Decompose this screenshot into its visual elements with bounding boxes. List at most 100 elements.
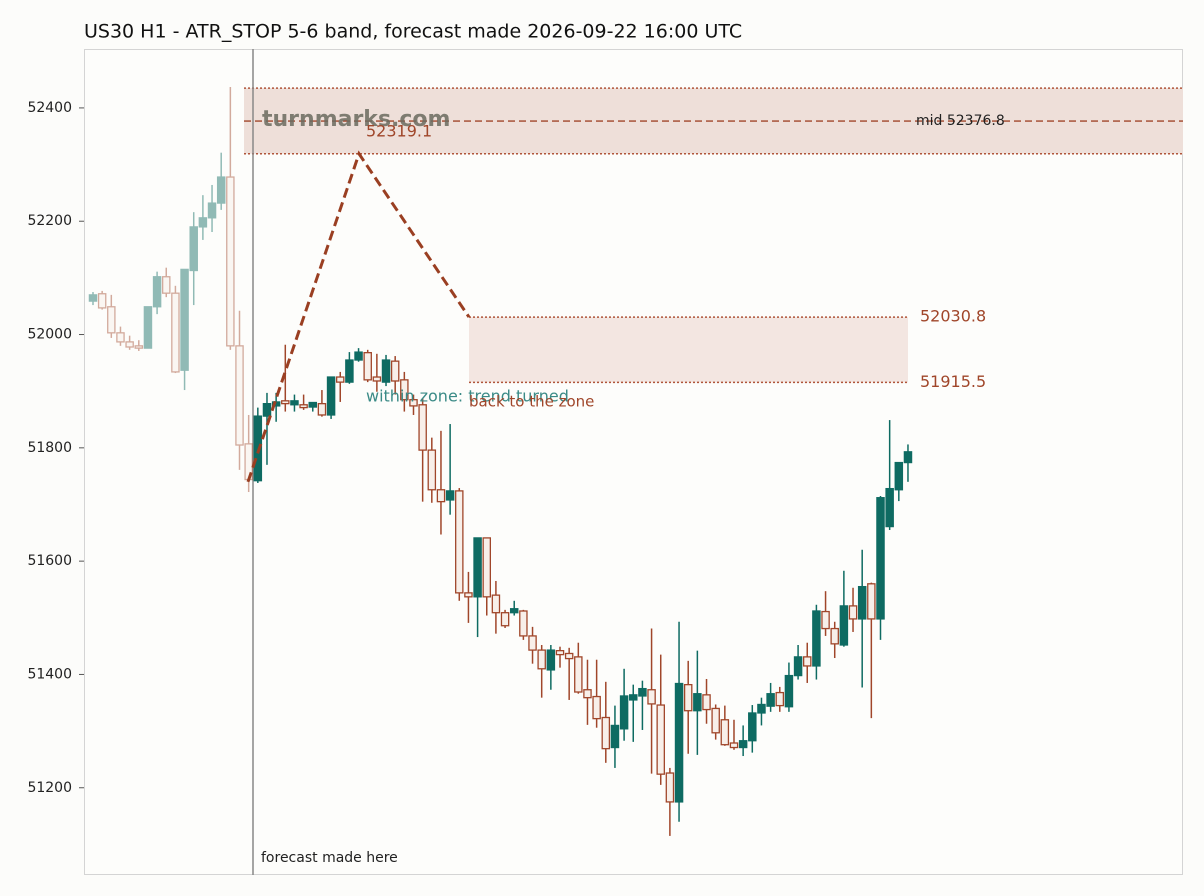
candle-body (665, 772, 675, 803)
candle-body (152, 276, 162, 308)
candle (235, 310, 244, 470)
y-tick-label: 52200 (27, 213, 72, 229)
candle (207, 184, 217, 232)
candle-body (793, 656, 803, 677)
candle (372, 353, 382, 392)
note: within zone: trend turned (366, 387, 569, 406)
candle (802, 642, 812, 683)
candle (445, 424, 455, 515)
candle-body (601, 716, 611, 750)
note: forecast made here (261, 850, 398, 866)
candle-body (546, 649, 556, 671)
candle-body (683, 683, 693, 712)
candle (711, 704, 720, 740)
candle (171, 285, 180, 374)
candle (555, 646, 565, 668)
candle-body (281, 400, 290, 405)
candle-body (500, 612, 510, 627)
forecast-path (246, 150, 471, 483)
candle (619, 668, 629, 741)
y-tick-label: 52400 (27, 100, 72, 116)
candle-body (88, 294, 98, 302)
candle-body (363, 352, 372, 381)
candle (830, 621, 839, 659)
candle-body (821, 610, 830, 630)
candle (464, 571, 473, 623)
candle (107, 294, 116, 338)
candle-body (216, 176, 226, 204)
candle-body (555, 650, 565, 656)
candle-body (638, 687, 647, 697)
candle-body (107, 306, 116, 334)
candle (262, 392, 272, 465)
candle-body (583, 689, 592, 699)
candle-body (317, 402, 327, 416)
candle-body (116, 332, 125, 343)
note: back to the zone (469, 393, 594, 411)
candle (748, 705, 757, 753)
candle-body (802, 656, 812, 667)
candle (610, 705, 620, 768)
candle (583, 659, 592, 725)
candle-body (903, 451, 913, 464)
candle-body (619, 695, 629, 730)
candle (775, 686, 785, 712)
candle (491, 580, 501, 634)
candle (857, 549, 867, 688)
candle-body (629, 694, 638, 701)
candle (134, 340, 144, 351)
candle-body (876, 497, 885, 620)
candle-body (436, 489, 446, 503)
candle (812, 604, 821, 680)
candle (354, 348, 363, 362)
candle (418, 397, 427, 502)
candle (290, 394, 299, 412)
candle-body (766, 693, 775, 707)
candle-body (326, 376, 336, 416)
candle-body (189, 226, 198, 272)
candle-body (647, 689, 656, 705)
candle (894, 461, 904, 502)
candle-body (757, 703, 766, 714)
candle-body (335, 376, 345, 383)
candle-body (729, 742, 739, 749)
candle-body (226, 176, 235, 347)
peak-label: 52319.1 (366, 122, 432, 141)
candle (88, 292, 98, 306)
candle (647, 628, 656, 774)
candle-body (574, 656, 583, 693)
candle (363, 349, 372, 383)
candle (409, 394, 418, 415)
chart-title: US30 H1 - ATR_STOP 5-6 band, forecast ma… (84, 21, 742, 43)
candle-body (171, 292, 180, 373)
candle-body (720, 719, 730, 746)
candle (345, 352, 354, 384)
candle-body (885, 487, 894, 528)
candle-body (674, 682, 684, 803)
mid-label: mid 52376.8 (916, 113, 1005, 129)
candle-body (812, 610, 821, 667)
candle (537, 644, 546, 698)
candle (427, 437, 437, 503)
candle (473, 537, 482, 638)
zone-label: 51915.5 (920, 372, 986, 391)
candle (674, 621, 684, 822)
candle-body (867, 583, 876, 620)
candle (482, 537, 492, 616)
candle (656, 654, 665, 785)
candle (162, 267, 171, 298)
candle-body (390, 360, 400, 382)
candle-body (857, 585, 867, 620)
candle (601, 681, 611, 763)
candle-body (455, 490, 464, 594)
candle-body (97, 293, 107, 309)
candle-body (354, 351, 363, 361)
candle (738, 725, 748, 757)
candle-body (381, 359, 391, 383)
candle-body (427, 449, 437, 491)
candle-body (839, 605, 849, 646)
candle (564, 647, 574, 700)
candle (500, 609, 510, 628)
candle (766, 682, 775, 712)
